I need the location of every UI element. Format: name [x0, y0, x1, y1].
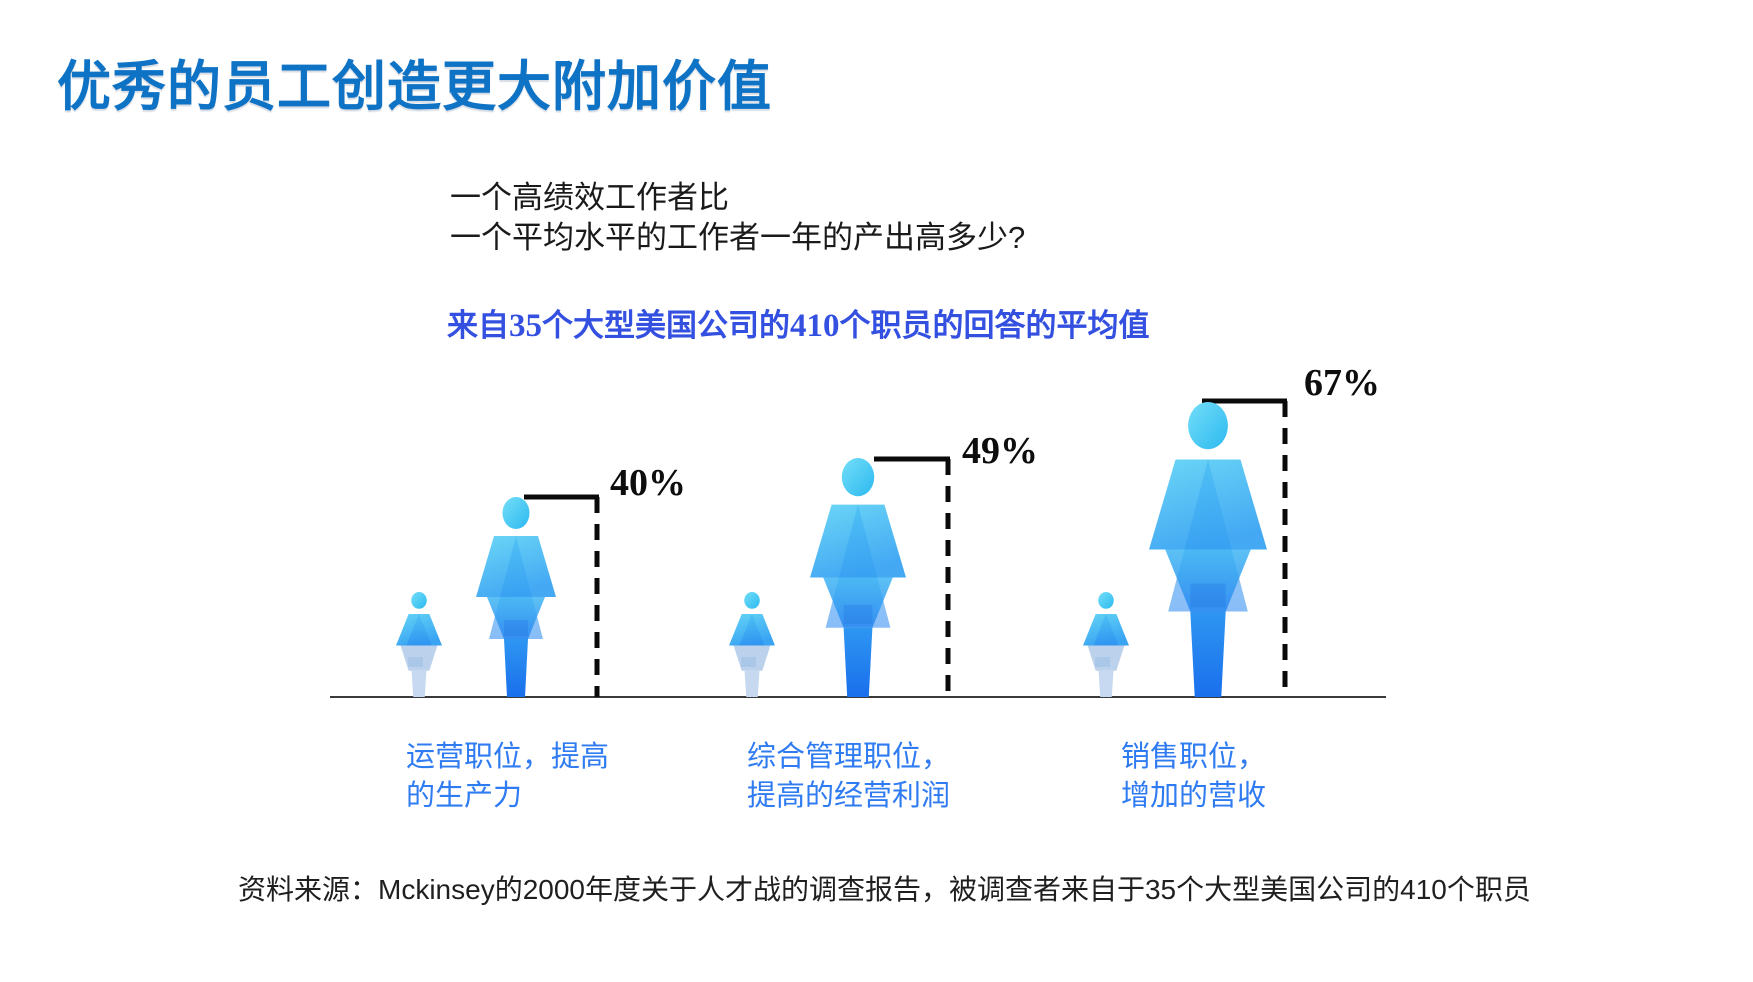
- page-title: 优秀的员工创造更大附加价值: [57, 57, 772, 117]
- category-label-operations: 运营职位，提高 的生产力: [406, 738, 609, 816]
- value-label-67: 67%: [1304, 362, 1380, 404]
- small-person-figure-2: [729, 592, 775, 697]
- category-label-sales: 销售职位， 增加的营收: [1121, 738, 1266, 816]
- category-label-line: 运营职位，提高: [406, 741, 610, 773]
- category-label-management: 综合管理职位， 提高的经营利润: [747, 738, 950, 816]
- question-text: 一个高绩效工作者比 一个平均水平的工作者一年的产出高多少?: [450, 178, 1025, 258]
- category-label-line: 综合管理职位，: [747, 741, 951, 773]
- category-label-line: 提高的经营利润: [747, 780, 951, 812]
- category-label-line: 增加的营收: [1121, 780, 1267, 812]
- large-person-figure-1: [476, 497, 556, 697]
- category-label-line: 销售职位，: [1121, 741, 1267, 773]
- category-label-line: 的生产力: [406, 780, 523, 812]
- small-person-figure-3: [1083, 592, 1129, 697]
- large-person-figure-3: [1149, 402, 1267, 697]
- source-note: 资料来源：Mckinsey的2000年度关于人才战的调查报告，被调查者来自于35…: [238, 874, 1531, 905]
- small-person-figure-1: [396, 592, 442, 697]
- chart-subtitle: 来自35个大型美国公司的410个职员的回答的平均值: [447, 300, 1150, 345]
- question-line-2: 一个平均水平的工作者一年的产出高多少?: [450, 220, 1026, 255]
- subtitle-number: 410: [790, 308, 840, 344]
- value-label-49: 49%: [962, 430, 1038, 472]
- subtitle-part: 个职员的回答的平均值: [839, 308, 1150, 343]
- question-line-1: 一个高绩效工作者比: [450, 180, 729, 215]
- subtitle-part: 来自: [447, 308, 509, 343]
- value-label-40: 40%: [610, 462, 686, 504]
- large-person-figure-2: [810, 458, 906, 697]
- subtitle-number: 35: [509, 308, 542, 344]
- subtitle-part: 个大型美国公司的: [542, 308, 790, 343]
